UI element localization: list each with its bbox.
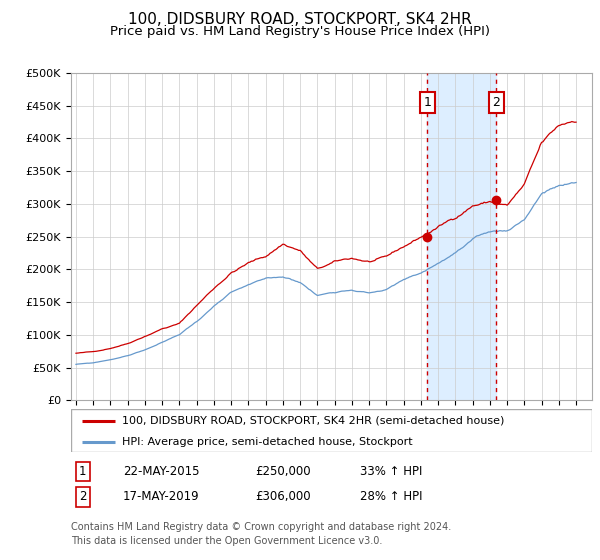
Text: 17-MAY-2019: 17-MAY-2019 bbox=[123, 490, 200, 503]
Text: £306,000: £306,000 bbox=[255, 490, 311, 503]
Text: £250,000: £250,000 bbox=[255, 465, 311, 478]
Text: 2: 2 bbox=[493, 96, 500, 109]
Text: This data is licensed under the Open Government Licence v3.0.: This data is licensed under the Open Gov… bbox=[71, 536, 382, 546]
Text: 100, DIDSBURY ROAD, STOCKPORT, SK4 2HR (semi-detached house): 100, DIDSBURY ROAD, STOCKPORT, SK4 2HR (… bbox=[122, 416, 504, 426]
Text: 33% ↑ HPI: 33% ↑ HPI bbox=[360, 465, 422, 478]
Text: 100, DIDSBURY ROAD, STOCKPORT, SK4 2HR: 100, DIDSBURY ROAD, STOCKPORT, SK4 2HR bbox=[128, 12, 472, 27]
Text: 22-MAY-2015: 22-MAY-2015 bbox=[123, 465, 199, 478]
Bar bbox=[427, 73, 496, 400]
Text: Price paid vs. HM Land Registry's House Price Index (HPI): Price paid vs. HM Land Registry's House … bbox=[110, 25, 490, 38]
Text: 28% ↑ HPI: 28% ↑ HPI bbox=[360, 490, 422, 503]
Text: Contains HM Land Registry data © Crown copyright and database right 2024.: Contains HM Land Registry data © Crown c… bbox=[71, 522, 451, 532]
Text: HPI: Average price, semi-detached house, Stockport: HPI: Average price, semi-detached house,… bbox=[122, 437, 412, 446]
Text: 2: 2 bbox=[79, 490, 86, 503]
Text: 1: 1 bbox=[424, 96, 431, 109]
Text: 1: 1 bbox=[79, 465, 86, 478]
